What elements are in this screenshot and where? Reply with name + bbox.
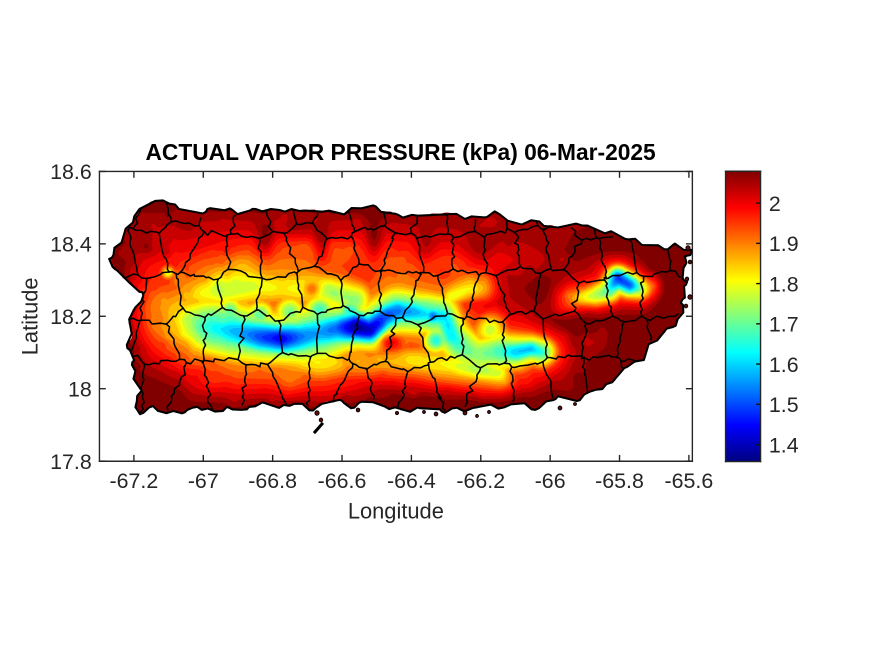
- svg-text:-66: -66: [535, 469, 566, 493]
- svg-text:-66.8: -66.8: [248, 469, 297, 493]
- svg-text:-65.8: -65.8: [595, 469, 644, 493]
- svg-text:-66.4: -66.4: [387, 469, 436, 493]
- svg-text:1.5: 1.5: [769, 393, 799, 417]
- svg-text:17.8: 17.8: [50, 450, 92, 474]
- svg-text:1.6: 1.6: [769, 353, 799, 377]
- svg-text:-67: -67: [188, 469, 219, 493]
- svg-text:18.4: 18.4: [50, 233, 92, 257]
- svg-text:18: 18: [68, 377, 92, 401]
- svg-text:-66.6: -66.6: [318, 469, 367, 493]
- svg-text:1.9: 1.9: [769, 232, 799, 256]
- svg-text:1.7: 1.7: [769, 313, 799, 337]
- svg-text:Longitude: Longitude: [348, 499, 444, 524]
- svg-text:1.8: 1.8: [769, 272, 799, 296]
- svg-text:2: 2: [769, 192, 781, 216]
- svg-text:18.2: 18.2: [50, 305, 92, 329]
- svg-text:ACTUAL VAPOR PRESSURE (kPa) 06: ACTUAL VAPOR PRESSURE (kPa) 06-Mar-2025: [145, 139, 656, 165]
- svg-text:Latitude: Latitude: [17, 277, 42, 355]
- svg-text:-67.2: -67.2: [110, 469, 159, 493]
- svg-text:18.6: 18.6: [50, 160, 92, 184]
- svg-text:-65.6: -65.6: [665, 469, 714, 493]
- svg-text:1.4: 1.4: [769, 433, 799, 457]
- svg-text:-66.2: -66.2: [456, 469, 505, 493]
